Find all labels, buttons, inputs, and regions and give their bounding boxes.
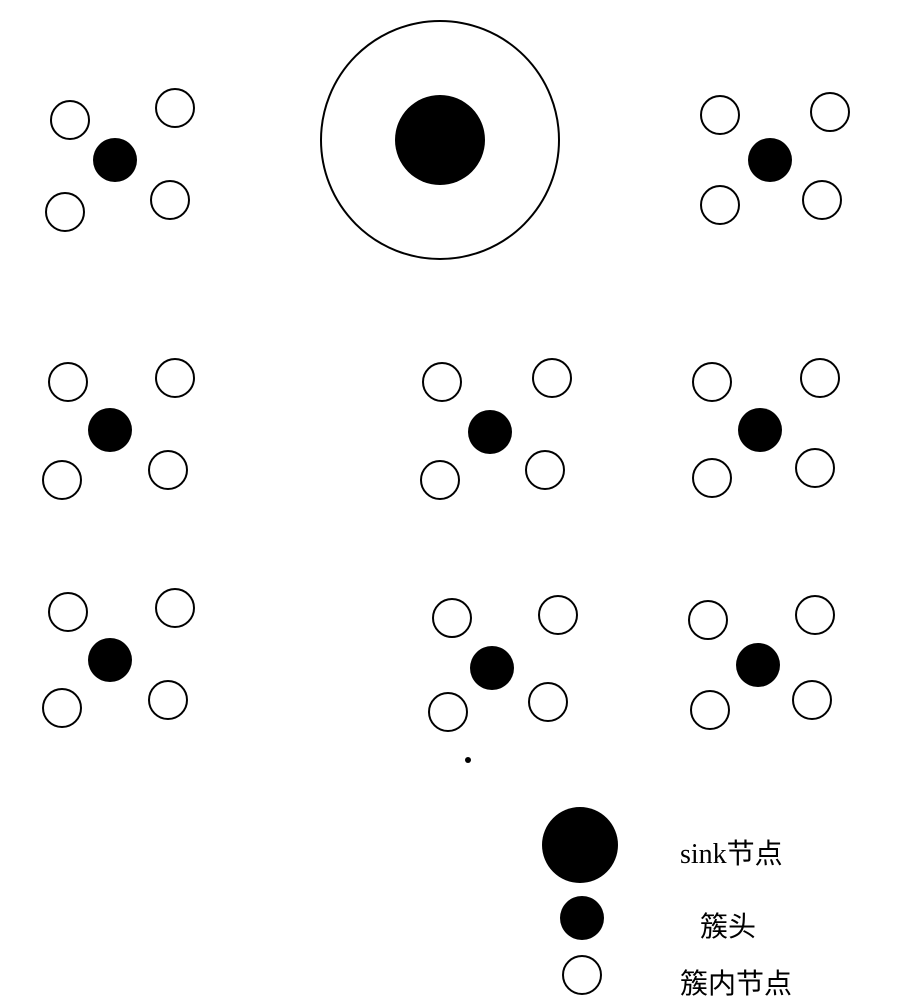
cluster-5-member-3 bbox=[148, 680, 188, 720]
legend-icon-head bbox=[560, 896, 604, 940]
cluster-6-head bbox=[470, 646, 514, 690]
cluster-3-member-3 bbox=[525, 450, 565, 490]
cluster-4-member-3 bbox=[795, 448, 835, 488]
cluster-6-member-2 bbox=[428, 692, 468, 732]
cluster-4-member-1 bbox=[800, 358, 840, 398]
cluster-6-member-1 bbox=[538, 595, 578, 635]
cluster-3-head bbox=[468, 410, 512, 454]
stray-dot bbox=[465, 757, 471, 763]
legend-icon-member bbox=[562, 955, 602, 995]
cluster-0-member-1 bbox=[155, 88, 195, 128]
cluster-7-member-3 bbox=[792, 680, 832, 720]
cluster-1-member-3 bbox=[802, 180, 842, 220]
cluster-5-member-1 bbox=[155, 588, 195, 628]
legend-icon-sink bbox=[542, 807, 618, 883]
legend-label: 簇头 bbox=[700, 905, 756, 945]
cluster-0-member-3 bbox=[150, 180, 190, 220]
cluster-5-member-0 bbox=[48, 592, 88, 632]
cluster-0-member-2 bbox=[45, 192, 85, 232]
cluster-3-member-1 bbox=[532, 358, 572, 398]
cluster-6-member-3 bbox=[528, 682, 568, 722]
legend-label: 簇内节点 bbox=[680, 962, 792, 1002]
cluster-2-member-1 bbox=[155, 358, 195, 398]
cluster-2-head bbox=[88, 408, 132, 452]
cluster-2-member-0 bbox=[48, 362, 88, 402]
cluster-0-member-0 bbox=[50, 100, 90, 140]
cluster-1-head bbox=[748, 138, 792, 182]
cluster-0-head bbox=[93, 138, 137, 182]
cluster-3-member-2 bbox=[420, 460, 460, 500]
cluster-7-head bbox=[736, 643, 780, 687]
cluster-5-member-2 bbox=[42, 688, 82, 728]
cluster-1-member-2 bbox=[700, 185, 740, 225]
diagram-canvas: sink节点簇头簇内节点 bbox=[0, 0, 918, 1000]
legend-label: sink节点 bbox=[680, 832, 783, 872]
cluster-1-member-0 bbox=[700, 95, 740, 135]
cluster-4-head bbox=[738, 408, 782, 452]
cluster-4-member-2 bbox=[692, 458, 732, 498]
sink-node bbox=[395, 95, 485, 185]
cluster-2-member-3 bbox=[148, 450, 188, 490]
cluster-1-member-1 bbox=[810, 92, 850, 132]
cluster-5-head bbox=[88, 638, 132, 682]
cluster-6-member-0 bbox=[432, 598, 472, 638]
cluster-7-member-2 bbox=[690, 690, 730, 730]
cluster-3-member-0 bbox=[422, 362, 462, 402]
cluster-7-member-1 bbox=[795, 595, 835, 635]
cluster-2-member-2 bbox=[42, 460, 82, 500]
cluster-7-member-0 bbox=[688, 600, 728, 640]
cluster-4-member-0 bbox=[692, 362, 732, 402]
